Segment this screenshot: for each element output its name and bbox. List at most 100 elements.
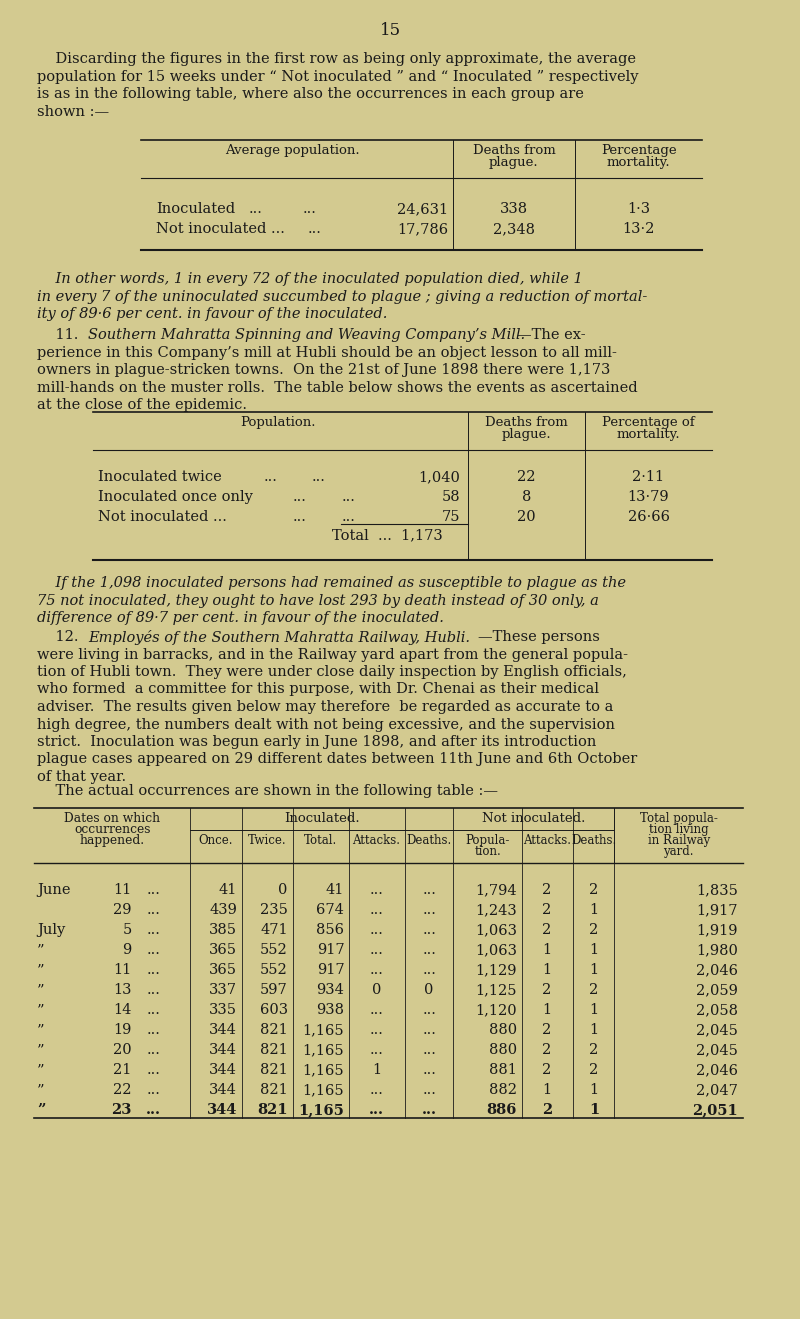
Text: yard.: yard. — [663, 845, 694, 857]
Text: ...: ... — [146, 1043, 160, 1057]
Text: 1: 1 — [590, 1024, 598, 1037]
Text: 886: 886 — [486, 1103, 517, 1117]
Text: 2,045: 2,045 — [696, 1043, 738, 1057]
Text: Southern Mahratta Spinning and Weaving Company’s Mill.: Southern Mahratta Spinning and Weaving C… — [88, 328, 525, 342]
Text: 1,165: 1,165 — [302, 1083, 344, 1097]
Text: ”: ” — [37, 1043, 45, 1057]
Text: 20: 20 — [113, 1043, 132, 1057]
Text: 13: 13 — [113, 983, 132, 997]
Text: 1: 1 — [589, 1103, 599, 1117]
Text: 2,046: 2,046 — [696, 963, 738, 977]
Text: 365: 365 — [209, 963, 237, 977]
Text: 603: 603 — [259, 1002, 288, 1017]
Text: ...: ... — [249, 202, 262, 216]
Text: 58: 58 — [442, 489, 460, 504]
Text: ...: ... — [370, 943, 383, 958]
Text: 14: 14 — [114, 1002, 132, 1017]
Text: in every 7 of the uninoculated succumbed to plague ; giving a reduction of morta: in every 7 of the uninoculated succumbed… — [37, 289, 647, 303]
Text: ”: ” — [37, 1024, 45, 1037]
Text: 2: 2 — [542, 1103, 552, 1117]
Text: in Railway: in Railway — [648, 834, 710, 847]
Text: ...: ... — [146, 923, 160, 936]
Text: 24,631: 24,631 — [398, 202, 449, 216]
Text: 1,165: 1,165 — [302, 1043, 344, 1057]
Text: 1,125: 1,125 — [475, 983, 517, 997]
Text: Inoculated once only: Inoculated once only — [98, 489, 252, 504]
Text: 2,059: 2,059 — [696, 983, 738, 997]
Text: Popula-: Popula- — [466, 834, 510, 847]
Text: 2: 2 — [542, 983, 552, 997]
Text: 821: 821 — [260, 1083, 288, 1097]
Text: 2: 2 — [590, 923, 598, 936]
Text: tion.: tion. — [474, 845, 501, 857]
Text: 2: 2 — [590, 882, 598, 897]
Text: 11.: 11. — [37, 328, 78, 342]
Text: 2: 2 — [542, 1024, 552, 1037]
Text: owners in plague-stricken towns.  On the 21st of June 1898 there were 1,173: owners in plague-stricken towns. On the … — [37, 363, 610, 377]
Text: 2,058: 2,058 — [696, 1002, 738, 1017]
Text: 19: 19 — [114, 1024, 132, 1037]
Text: 0: 0 — [425, 983, 434, 997]
Text: 1,129: 1,129 — [475, 963, 517, 977]
Text: ...: ... — [146, 943, 160, 958]
Text: ...: ... — [370, 1002, 383, 1017]
Text: ”: ” — [37, 983, 45, 997]
Text: Percentage of: Percentage of — [602, 415, 695, 429]
Text: 2: 2 — [542, 1043, 552, 1057]
Text: Attacks.: Attacks. — [523, 834, 571, 847]
Text: 1: 1 — [542, 1083, 552, 1097]
Text: Average population.: Average population. — [226, 144, 360, 157]
Text: 8: 8 — [522, 489, 531, 504]
Text: ity of 89·6 per cent. in favour of the inoculated.: ity of 89·6 per cent. in favour of the i… — [37, 307, 387, 321]
Text: 41: 41 — [326, 882, 344, 897]
Text: —These persons: —These persons — [478, 630, 600, 644]
Text: 2: 2 — [542, 882, 552, 897]
Text: 344: 344 — [206, 1103, 237, 1117]
Text: ...: ... — [342, 489, 355, 504]
Text: ...: ... — [422, 1043, 436, 1057]
Text: 21: 21 — [114, 1063, 132, 1078]
Text: 2: 2 — [590, 1063, 598, 1078]
Text: who formed  a committee for this purpose, with Dr. Chenai as their medical: who formed a committee for this purpose,… — [37, 682, 599, 696]
Text: ...: ... — [370, 963, 383, 977]
Text: 1: 1 — [590, 943, 598, 958]
Text: 881: 881 — [489, 1063, 517, 1078]
Text: 2: 2 — [590, 983, 598, 997]
Text: Discarding the figures in the first row as being only approximate, the average: Discarding the figures in the first row … — [37, 51, 636, 66]
Text: 17,786: 17,786 — [398, 222, 449, 236]
Text: mortality.: mortality. — [617, 427, 680, 441]
Text: If the 1,098 inoculated persons had remained as susceptible to plague as the: If the 1,098 inoculated persons had rema… — [37, 576, 626, 590]
Text: Percentage: Percentage — [601, 144, 677, 157]
Text: occurrences: occurrences — [74, 823, 150, 836]
Text: ”: ” — [37, 963, 45, 977]
Text: 11: 11 — [114, 963, 132, 977]
Text: 2: 2 — [542, 1063, 552, 1078]
Text: ...: ... — [422, 1002, 436, 1017]
Text: ...: ... — [422, 904, 436, 917]
Text: Not inoculated ...: Not inoculated ... — [156, 222, 285, 236]
Text: plague.: plague. — [489, 156, 538, 169]
Text: 1,243: 1,243 — [475, 904, 517, 917]
Text: ...: ... — [146, 882, 160, 897]
Text: ...: ... — [146, 1083, 160, 1097]
Text: 471: 471 — [260, 923, 288, 936]
Text: 12.: 12. — [37, 630, 78, 644]
Text: 552: 552 — [260, 963, 288, 977]
Text: 1,120: 1,120 — [475, 1002, 517, 1017]
Text: ...: ... — [422, 943, 436, 958]
Text: Deaths from: Deaths from — [473, 144, 555, 157]
Text: ...: ... — [302, 202, 316, 216]
Text: ”: ” — [37, 943, 45, 958]
Text: Population.: Population. — [240, 415, 316, 429]
Text: 821: 821 — [260, 1063, 288, 1078]
Text: 0: 0 — [278, 882, 288, 897]
Text: 2·11: 2·11 — [633, 470, 665, 484]
Text: 1,835: 1,835 — [696, 882, 738, 897]
Text: ...: ... — [422, 1103, 437, 1117]
Text: 1: 1 — [590, 963, 598, 977]
Text: 22: 22 — [518, 470, 536, 484]
Text: 344: 344 — [209, 1083, 237, 1097]
Text: happened.: happened. — [79, 834, 145, 847]
Text: 1,917: 1,917 — [697, 904, 738, 917]
Text: 1·3: 1·3 — [627, 202, 650, 216]
